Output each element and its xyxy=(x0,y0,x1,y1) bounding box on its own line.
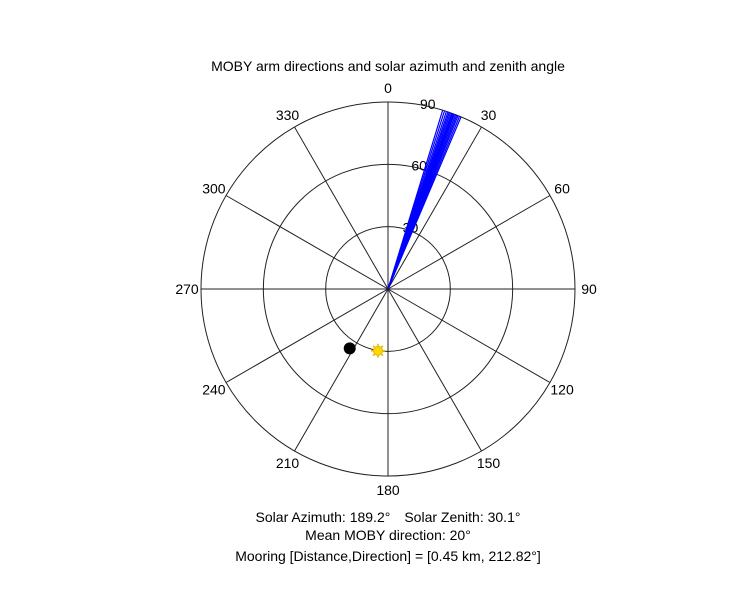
radius-tick-90: 90 xyxy=(420,96,436,112)
grid-spoke-60 xyxy=(387,195,551,290)
solar-zenith-text: Solar Zenith: 30.1° xyxy=(404,509,520,525)
theta-tick-60: 60 xyxy=(554,181,570,197)
mooring-marker xyxy=(343,342,356,355)
theta-tick-210: 210 xyxy=(276,455,300,471)
sun-disc xyxy=(373,345,384,356)
markers xyxy=(343,342,386,358)
grid-spoke-210 xyxy=(294,288,389,452)
grid-spoke-240 xyxy=(225,288,389,383)
theta-tick-180: 180 xyxy=(376,482,400,498)
theta-tick-150: 150 xyxy=(477,455,501,471)
theta-tick-0: 0 xyxy=(384,80,392,96)
mean-moby-text: Mean MOBY direction: 20° xyxy=(305,527,471,543)
theta-tick-90: 90 xyxy=(581,281,597,297)
radius-tick-60: 60 xyxy=(411,158,427,174)
solar-info-line: Solar Azimuth: 189.2° Solar Zenith: 30.1° xyxy=(256,509,521,525)
solar-azimuth-text: Solar Azimuth: 189.2° xyxy=(256,509,391,525)
mooring-text: Mooring [Distance,Direction] = [0.45 km,… xyxy=(235,548,541,564)
moby-arm-lines xyxy=(387,109,462,290)
polar-grid xyxy=(200,101,576,477)
theta-tick-270: 270 xyxy=(175,281,199,297)
grid-spoke-150 xyxy=(387,288,482,452)
theta-tick-240: 240 xyxy=(202,382,226,398)
grid-spoke-120 xyxy=(387,288,551,383)
grid-spoke-300 xyxy=(225,195,389,290)
theta-tick-labels: 0 30 60 90 120 150 180 210 240 270 300 330 xyxy=(175,80,597,498)
chart-title: MOBY arm directions and solar azimuth an… xyxy=(211,58,565,74)
sun-marker xyxy=(371,343,386,358)
theta-tick-120: 120 xyxy=(550,382,574,398)
grid-spoke-330 xyxy=(294,126,389,290)
theta-tick-300: 300 xyxy=(202,181,226,197)
grid-spoke-30 xyxy=(387,126,482,290)
theta-tick-330: 330 xyxy=(276,107,300,123)
theta-tick-30: 30 xyxy=(481,107,497,123)
arm-line-14 xyxy=(387,116,462,290)
